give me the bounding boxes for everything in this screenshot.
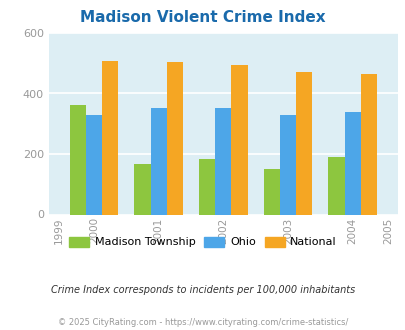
Bar	[231, 65, 247, 214]
Bar	[134, 164, 150, 214]
Text: Crime Index corresponds to incidents per 100,000 inhabitants: Crime Index corresponds to incidents per…	[51, 285, 354, 295]
Bar	[150, 108, 166, 214]
Legend: Madison Township, Ohio, National: Madison Township, Ohio, National	[65, 232, 340, 252]
Bar	[215, 108, 231, 214]
Text: Madison Violent Crime Index: Madison Violent Crime Index	[80, 10, 325, 25]
Bar	[344, 112, 360, 214]
Bar	[86, 115, 102, 214]
Bar	[70, 105, 86, 214]
Bar	[328, 157, 344, 214]
Bar	[360, 75, 376, 214]
Text: © 2025 CityRating.com - https://www.cityrating.com/crime-statistics/: © 2025 CityRating.com - https://www.city…	[58, 318, 347, 327]
Bar	[279, 115, 295, 214]
Bar	[295, 72, 311, 214]
Bar	[166, 62, 182, 214]
Bar	[102, 61, 118, 214]
Bar	[263, 169, 279, 214]
Bar	[198, 158, 215, 215]
